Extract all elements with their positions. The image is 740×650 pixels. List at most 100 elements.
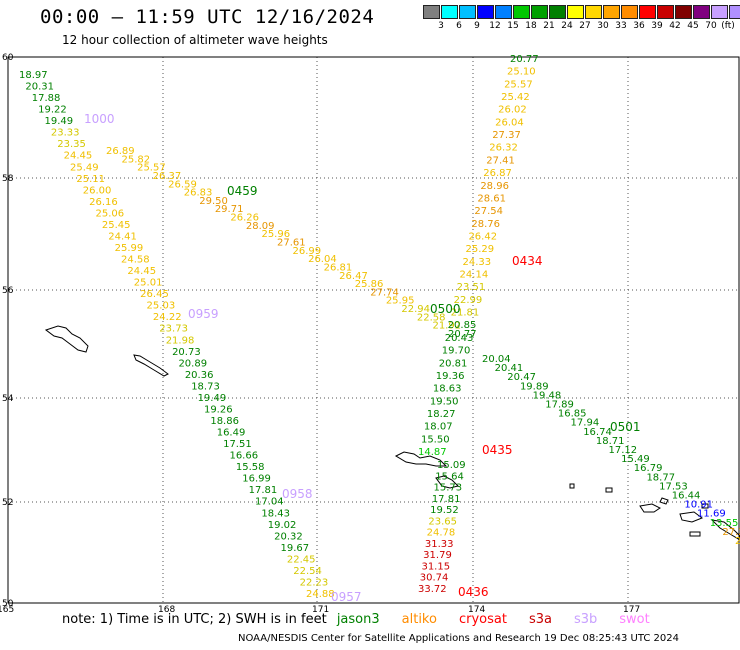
wave-height-value: 17.88 xyxy=(32,93,61,104)
page-subtitle: 12 hour collection of altimeter wave hei… xyxy=(62,33,328,47)
wave-height-value: 21.81 xyxy=(451,308,480,319)
wave-height-value: 24.88 xyxy=(306,589,335,600)
legend-swatch xyxy=(585,5,602,19)
wave-height-value: 19.36 xyxy=(436,371,465,382)
wave-height-value: 28.61 xyxy=(477,193,506,204)
wave-height-value: 16.85 xyxy=(558,409,587,420)
track-time-label: 0434 xyxy=(512,254,543,268)
legend-swatch xyxy=(477,5,494,19)
wave-height-value: 25.57 xyxy=(137,163,166,174)
wave-height-value: 24.78 xyxy=(427,528,456,539)
wave-height-value: 26.00 xyxy=(83,185,112,196)
legend-swatch xyxy=(549,5,566,19)
wave-height-value: 33.72 xyxy=(418,584,447,595)
source-label: s3b xyxy=(573,612,598,627)
wave-height-value: 20.32 xyxy=(274,531,303,542)
island-outline xyxy=(133,354,169,377)
wave-height-value: 22.54 xyxy=(293,566,322,577)
legend-swatch xyxy=(513,5,530,19)
wave-height-value: 27.37 xyxy=(492,130,521,141)
wave-height-value: 19.26 xyxy=(204,404,233,415)
wave-height-value: 24.45 xyxy=(64,151,93,162)
wave-height-value: 21.98 xyxy=(166,335,195,346)
wave-height-value: 20.77 xyxy=(448,329,477,340)
wave-height-value: 26.16 xyxy=(89,197,118,208)
lon-tick-label: 174 xyxy=(468,605,485,615)
legend-tick: 6 xyxy=(456,21,462,31)
wave-height-value: 20.73 xyxy=(172,347,201,358)
wave-height-value: 28.09 xyxy=(246,221,275,232)
island-outline xyxy=(689,531,701,537)
wave-height-value: 19.89 xyxy=(520,381,549,392)
footer-note: note: 1) Time is in UTC; 2) SWH is in fe… xyxy=(62,612,327,627)
grid-lines xyxy=(7,56,740,604)
wave-height-value: 22.94 xyxy=(401,304,430,315)
wave-height-value: 20.41 xyxy=(495,363,524,374)
wave-height-value: 19.52 xyxy=(430,505,459,516)
wave-height-value: 25.01 xyxy=(134,278,163,289)
track-values: 18.9720.3117.8819.2219.4923.3323.3524.45… xyxy=(19,54,740,600)
wave-height-value: 23.33 xyxy=(51,128,80,139)
plot-frame xyxy=(7,56,740,604)
wave-height-value: 26.87 xyxy=(483,168,512,179)
wave-height-value: 17.12 xyxy=(609,445,638,456)
legend-tick: 45 xyxy=(687,21,699,31)
wave-height-value: 25.82 xyxy=(122,154,151,165)
legend-tick: 24 xyxy=(561,21,573,31)
legend-tick: 36 xyxy=(633,21,645,31)
wave-height-value: 25.10 xyxy=(507,67,536,78)
source-label: s3a xyxy=(528,612,552,627)
wave-height-value: 27.54 xyxy=(474,206,503,217)
wave-height-value: 18.86 xyxy=(210,416,239,427)
wave-height-value: 18.73 xyxy=(191,381,220,392)
wave-height-value: 25.06 xyxy=(96,208,125,219)
wave-height-value: 17.81 xyxy=(432,494,461,505)
wave-height-value: 26.04 xyxy=(495,117,524,128)
island-outline xyxy=(394,451,448,467)
wave-height-value: 25.49 xyxy=(70,162,99,173)
wave-height-value: 23.35 xyxy=(57,139,86,150)
wave-height-value: 29.71 xyxy=(215,204,244,215)
island-outline xyxy=(701,503,709,509)
source-label: swot xyxy=(619,612,650,627)
wave-height-value: 26.89 xyxy=(106,146,135,157)
wave-height-value: 18.27 xyxy=(427,409,456,420)
wave-height-value: 26.83 xyxy=(184,188,213,199)
legend-swatch xyxy=(693,5,710,19)
wave-height-value: 15.73 xyxy=(434,483,463,494)
color-legend: 3 6 9 12 15 18 21 24 27 30 33 36 39 42 45 70 (ft) xyxy=(423,5,740,31)
wave-height-value: 19.50 xyxy=(430,396,459,407)
wave-height-value: 24.14 xyxy=(460,270,489,281)
wave-height-value: 10.91 xyxy=(684,500,713,511)
island-outline xyxy=(569,483,575,489)
wave-height-value: 16.79 xyxy=(634,463,663,474)
wave-height-value: 17.53 xyxy=(659,481,688,492)
legend-swatch xyxy=(495,5,512,19)
legend-tick: 42 xyxy=(669,21,681,31)
lon-tick-label: 177 xyxy=(623,605,640,615)
wave-height-value: 18.77 xyxy=(646,472,675,483)
track-time-labels: 1000 0459 0434 0500 0435 0959 0958 0957 0501 0436 xyxy=(84,112,641,604)
wave-height-value: 22.45 xyxy=(287,554,316,565)
legend-tick: 70 xyxy=(705,21,717,31)
legend-swatch xyxy=(729,5,740,19)
legend-swatch xyxy=(423,5,440,19)
legend-tick: 18 xyxy=(525,21,537,31)
wave-height-value: 25.11 xyxy=(76,174,105,185)
wave-height-value: 23.73 xyxy=(159,324,188,335)
legend-unit: (ft) xyxy=(721,21,735,31)
wave-height-value: 20.47 xyxy=(507,372,536,383)
track-time-label: 0501 xyxy=(610,420,641,434)
track-time-label: 0459 xyxy=(227,184,258,198)
wave-height-value: 27.74 xyxy=(370,287,399,298)
wave-height-value: 20.43 xyxy=(445,333,474,344)
track-time-label: 0436 xyxy=(458,585,489,599)
wave-height-value: 20.31 xyxy=(25,82,54,93)
legend-swatch xyxy=(657,5,674,19)
wave-height-value: 27.21 xyxy=(722,527,740,538)
wave-height-value: 21.92 xyxy=(432,321,461,332)
legend-swatch xyxy=(441,5,458,19)
lon-tick-label: 165 xyxy=(0,605,14,615)
wave-height-value: 26.42 xyxy=(468,231,497,242)
wave-height-value: 20.77 xyxy=(510,54,539,65)
